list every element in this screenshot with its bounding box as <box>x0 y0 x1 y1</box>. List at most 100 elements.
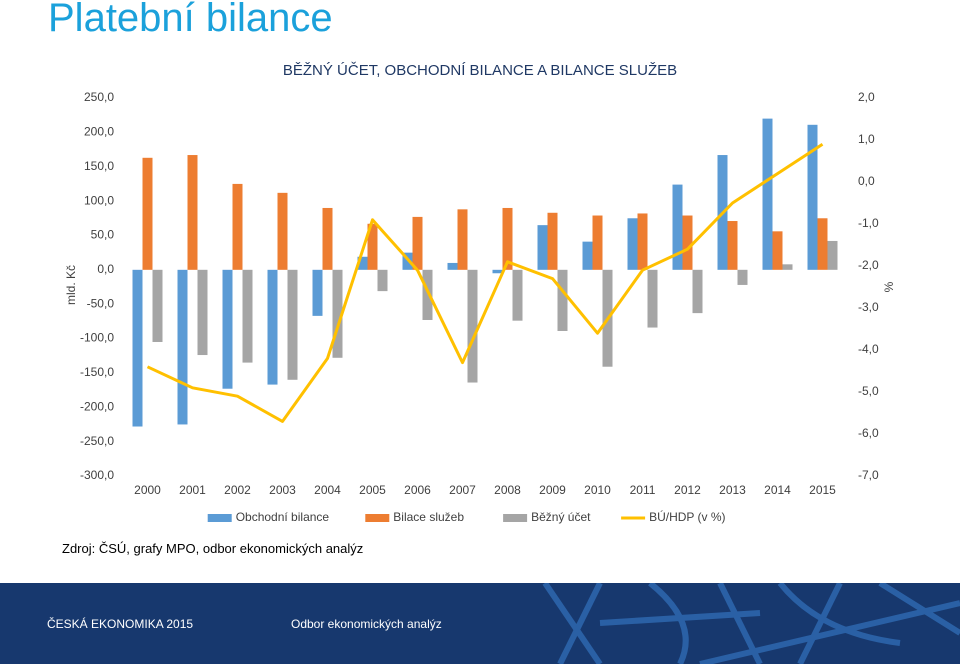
bar <box>557 269 568 331</box>
bar <box>447 262 458 270</box>
bar <box>152 269 163 342</box>
y-tick-label: -100,0 <box>80 331 114 345</box>
bar <box>692 269 703 314</box>
bar <box>132 269 143 427</box>
bar <box>627 218 638 270</box>
x-tick-label: 2001 <box>179 483 206 497</box>
chart-title: BĚŽNÝ ÚČET, OBCHODNÍ BILANCE A BILANCE S… <box>283 62 677 79</box>
footer: ČESKÁ EKONOMIKA 2015 Odbor ekonomických … <box>0 583 960 664</box>
legend-label: Bilace služeb <box>393 510 464 524</box>
bar <box>582 241 593 270</box>
y2-tick-label: -3,0 <box>858 300 879 314</box>
x-tick-label: 2012 <box>674 483 701 497</box>
bar <box>772 231 783 270</box>
x-tick-label: 2014 <box>764 483 791 497</box>
y2-axis-label: % <box>882 281 896 292</box>
bar <box>232 183 243 270</box>
bar <box>377 269 388 292</box>
x-tick-label: 2007 <box>449 483 476 497</box>
bar <box>547 212 558 270</box>
y-tick-label: 50,0 <box>91 228 115 242</box>
bar <box>737 269 748 285</box>
x-tick-label: 2008 <box>494 483 521 497</box>
bar <box>142 157 153 270</box>
y-tick-label: -200,0 <box>80 399 114 413</box>
bar <box>312 269 323 316</box>
y-tick-label: 0,0 <box>97 262 114 276</box>
bar <box>367 223 378 270</box>
x-tick-label: 2009 <box>539 483 566 497</box>
bar <box>827 240 838 270</box>
legend-label: Obchodní bilance <box>236 510 330 524</box>
bar <box>242 269 253 363</box>
bar <box>357 256 368 270</box>
legend-swatch <box>365 514 390 522</box>
y2-tick-label: -7,0 <box>858 468 879 482</box>
x-tick-label: 2000 <box>134 483 161 497</box>
y2-tick-label: 2,0 <box>858 90 875 104</box>
y2-tick-label: -2,0 <box>858 258 879 272</box>
bar <box>637 213 648 270</box>
bar <box>647 269 658 328</box>
y2-tick-label: -1,0 <box>858 216 879 230</box>
y-axis-label: mld. Kč <box>64 265 78 305</box>
y-tick-label: -300,0 <box>80 468 114 482</box>
x-tick-label: 2004 <box>314 483 341 497</box>
bar <box>592 215 603 270</box>
legend-swatch <box>503 514 528 522</box>
y-tick-label: -150,0 <box>80 365 114 379</box>
bar <box>332 269 343 358</box>
bar <box>222 269 233 389</box>
legend-swatch <box>207 514 232 522</box>
legend-label: Běžný účet <box>531 510 591 524</box>
bar <box>457 209 468 270</box>
x-tick-label: 2013 <box>719 483 746 497</box>
bar <box>727 221 738 270</box>
bar <box>782 264 793 270</box>
line <box>146 142 824 423</box>
y-tick-label: 250,0 <box>84 90 114 104</box>
slide-title: Platební bilance <box>48 0 333 40</box>
y2-tick-label: -6,0 <box>858 426 879 440</box>
bar <box>492 269 503 274</box>
bar <box>817 218 828 270</box>
bar <box>762 118 773 270</box>
x-tick-label: 2005 <box>359 483 386 497</box>
y2-tick-label: -5,0 <box>858 384 879 398</box>
bar <box>287 269 298 380</box>
x-tick-label: 2015 <box>809 483 836 497</box>
bar <box>197 269 208 356</box>
y2-tick-label: -4,0 <box>858 342 879 356</box>
bar <box>187 155 198 270</box>
chart: BĚŽNÝ ÚČET, OBCHODNÍ BILANCE A BILANCE S… <box>64 62 896 524</box>
bar <box>672 184 683 270</box>
y-tick-label: 100,0 <box>84 193 114 207</box>
y-tick-label: 200,0 <box>84 125 114 139</box>
bar <box>537 225 548 270</box>
bar <box>682 215 693 270</box>
bar <box>412 216 423 270</box>
legend-label: BÚ/HDP (v %) <box>649 509 725 524</box>
bar <box>277 192 288 270</box>
y-tick-label: 150,0 <box>84 159 114 173</box>
y2-tick-label: 0,0 <box>858 174 875 188</box>
bar <box>502 207 513 270</box>
bar <box>807 124 818 270</box>
bar <box>177 269 188 425</box>
bar <box>267 269 278 385</box>
bar <box>467 269 478 383</box>
x-tick-label: 2011 <box>630 483 656 497</box>
y-tick-label: -50,0 <box>87 296 115 310</box>
x-tick-label: 2006 <box>404 483 431 497</box>
x-tick-label: 2010 <box>584 483 611 497</box>
bar <box>512 269 523 321</box>
x-tick-label: 2003 <box>269 483 296 497</box>
x-tick-label: 2002 <box>224 483 251 497</box>
source-note: Zdroj: ČSÚ, grafy MPO, odbor ekonomickýc… <box>62 541 364 556</box>
footer-left: ČESKÁ EKONOMIKA 2015 <box>47 617 194 631</box>
footer-decoration <box>542 583 960 664</box>
bar <box>422 269 433 320</box>
bar <box>322 207 333 270</box>
footer-right: Odbor ekonomických analýz <box>291 617 442 631</box>
